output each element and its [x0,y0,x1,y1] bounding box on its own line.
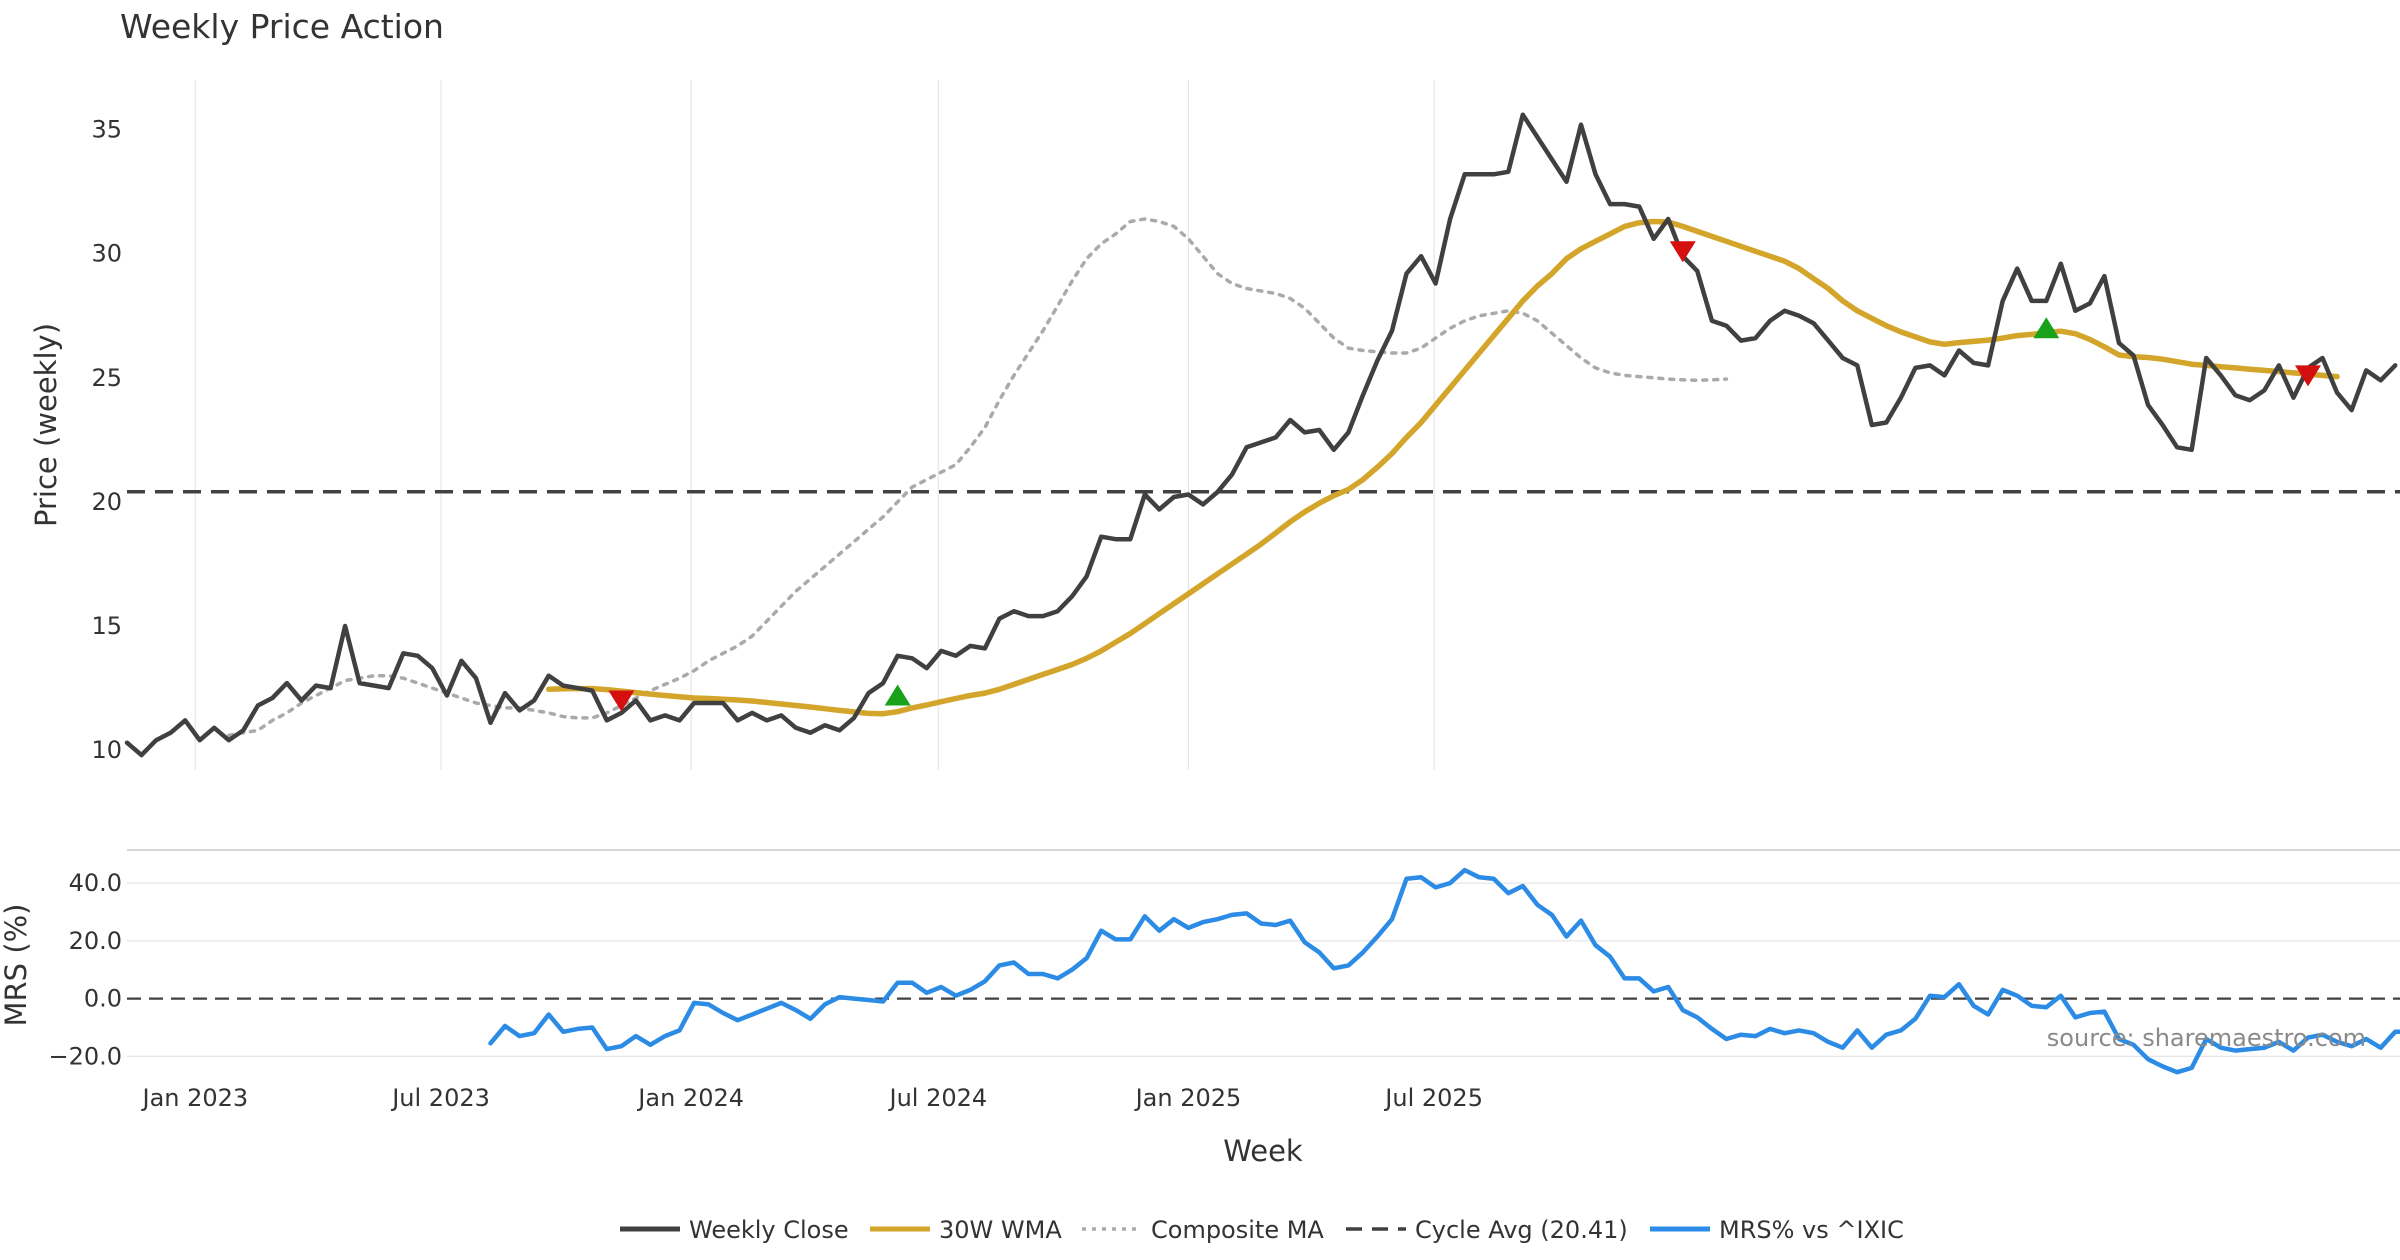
mrs-y-tick-label: 20.0 [69,927,122,955]
mrs-line [488,867,2400,1075]
price-y-tick-label: 35 [91,116,122,144]
composite-ma-line [227,217,1729,738]
sell-signal-marker [608,690,635,712]
weekly-close-line [124,112,2398,758]
mrs-y-tick-label: 0.0 [84,985,122,1013]
mrs-y-tick-label: −20.0 [48,1042,122,1070]
legend-label: Composite MA [1151,1216,1324,1244]
mrs-y-axis-label: MRS (%) [0,904,33,1027]
legend-label: MRS% vs ^IXIC [1719,1216,1904,1244]
x-ticks: Jan 2023 Jul 2023 Jan 2024 Jul 2024 Jan 2025… [140,1084,1482,1112]
sell-signal-marker [1669,241,1696,263]
chart-title: Weekly Price Action [120,7,444,46]
mrs-y-ticks: −20.0 0.0 20.0 40.0 [48,869,122,1070]
price-y-tick-label: 20 [91,488,122,516]
mrs-y-tick-label: 40.0 [69,869,122,897]
price-y-tick-label: 15 [91,612,122,640]
price-y-ticks: 10 15 20 25 30 35 [91,116,122,765]
legend-label: Cycle Avg (20.41) [1415,1216,1628,1244]
legend: Weekly Close 30W WMA Composite MA Cycle Avg… [620,1216,1904,1244]
x-tick-label: Jul 2024 [887,1084,987,1112]
mrs-panel-grid [127,882,2400,1057]
price-panel-grid [194,80,1435,770]
x-tick-label: Jul 2023 [390,1084,490,1112]
x-axis-label: Week [1223,1134,1303,1168]
source-note: source: sharemaestro.com [2047,1024,2366,1052]
sell-signal-marker [2295,365,2321,387]
x-tick-label: Jan 2025 [1134,1084,1242,1112]
price-y-tick-label: 25 [91,364,122,392]
x-tick-label: Jan 2023 [140,1084,248,1112]
buy-signal-marker [884,684,911,706]
price-y-axis-label: Price (weekly) [29,323,63,527]
price-y-tick-label: 30 [91,240,122,268]
x-tick-label: Jan 2024 [636,1084,744,1112]
signal-markers [608,241,2321,712]
legend-label: Weekly Close [689,1216,849,1244]
buy-signal-marker [2033,317,2060,339]
price-y-tick-label: 10 [91,736,122,764]
legend-label: 30W WMA [939,1216,1062,1244]
x-tick-label: Jul 2025 [1383,1084,1483,1112]
